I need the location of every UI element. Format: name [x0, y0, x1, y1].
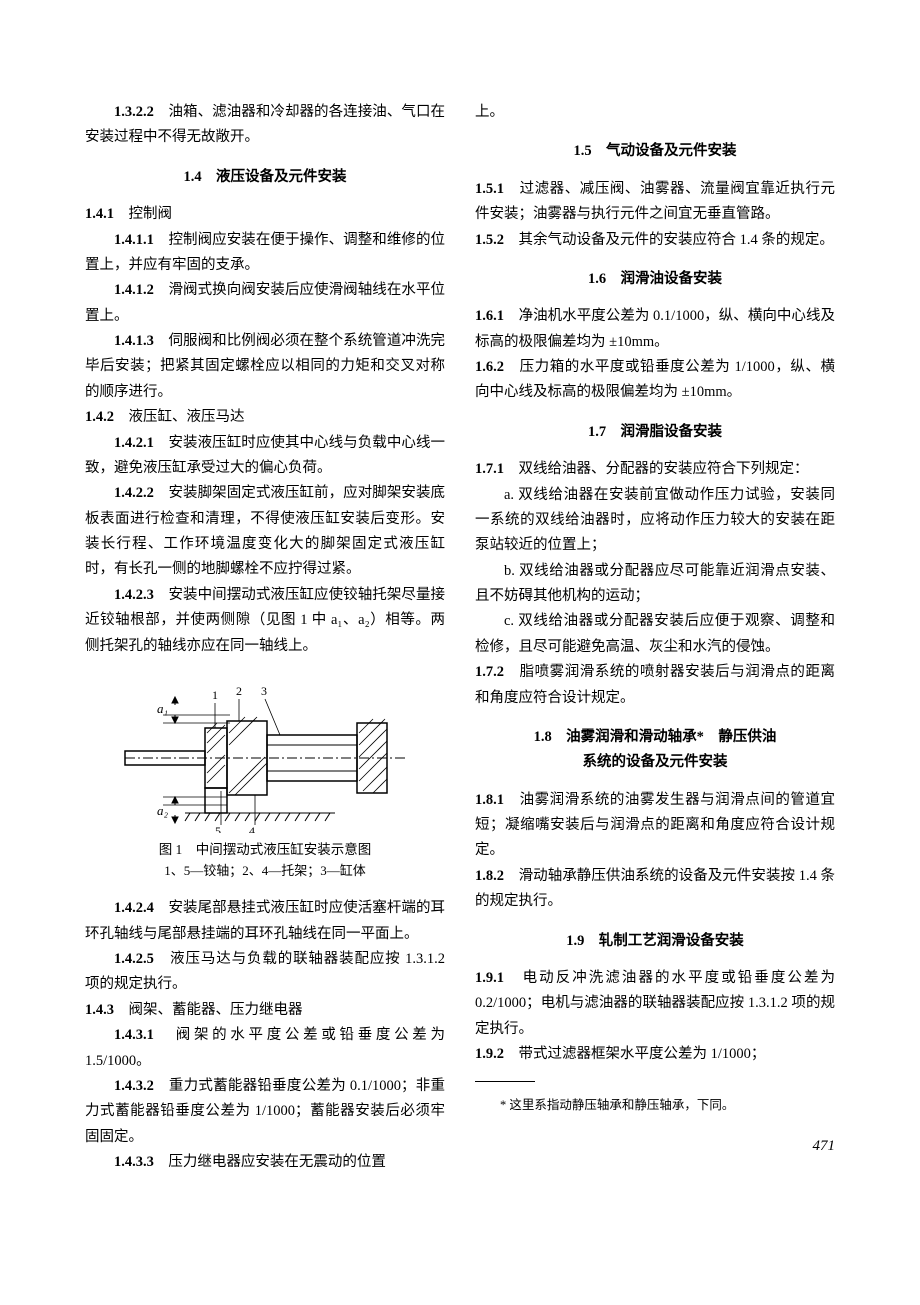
clause-num: 1.7.2: [475, 664, 504, 680]
clause-num: 1.9.1: [475, 970, 504, 986]
clause-1-4-1-2: 1.4.1.2 滑阀式换向阀安装后应使滑阀轴线在水平位置上。: [85, 278, 445, 329]
clause-1-4-1-3: 1.4.1.3 伺服阀和比例阀必须在整个系统管道冲洗完毕后安装；把紧其固定螺栓应…: [85, 329, 445, 405]
clause-1-8-1: 1.8.1 油雾润滑系统的油雾发生器与润滑点间的管道宜短；凝缩嘴安装后与润滑点的…: [475, 788, 835, 864]
clause-text: 脂喷雾润滑系统的喷射器安装后与润滑点的距离和角度应符合设计规定。: [475, 664, 835, 705]
clause-1-7-1-a: a. 双线给油器在安装前宜做动作压力试验，安装同一系统的双线给油器时，应将动作压…: [475, 483, 835, 559]
clause-text: 过滤器、减压阀、油雾器、流量阀宜靠近执行元件安装；油雾器与执行元件之间宜无垂直管…: [475, 181, 835, 222]
clause-text: 压力箱的水平度或铅垂度公差为 1/1000，纵、横向中心线及标高的极限偏差均为 …: [475, 359, 835, 400]
clause-num: 1.4.2.1: [114, 435, 154, 451]
clause-text: 阀架、蓄能器、压力继电器: [129, 1002, 303, 1018]
figure-1-svg: a₁ a₂ 1 2 3 4 5: [115, 673, 415, 833]
clause-num: 1.4.3.3: [114, 1154, 154, 1170]
section-1-5-title: 1.5 气动设备及元件安装: [475, 139, 835, 164]
clause-1-4-3-3-cont: 上。: [475, 100, 835, 125]
fig-label-4: 4: [249, 824, 255, 833]
clause-num: 1.4.1.3: [114, 333, 154, 349]
left-column: 1.3.2.2 油箱、滤油器和冷却器的各连接油、气口在安装过程中不得无故敞开。 …: [85, 100, 445, 1175]
figure-caption-sub: 1、5—铰轴；2、4—托架；3—缸体: [164, 863, 366, 878]
footnote-text: * 这里系指动静压轴承和静压轴承，下同。: [475, 1095, 835, 1117]
figure-1: a₁ a₂ 1 2 3 4 5 图 1 中间摆动式液压缸安装示意图 1、5—铰轴…: [85, 673, 445, 882]
clause-text: 带式过滤器框架水平度公差为 1/1000；: [519, 1046, 766, 1062]
right-column: 上。 1.5 气动设备及元件安装 1.5.1 过滤器、减压阀、油雾器、流量阀宜靠…: [475, 100, 835, 1175]
clause-num: 1.8.1: [475, 792, 504, 808]
clause-num: 1.4.1.2: [114, 282, 154, 298]
clause-1-4-1: 1.4.1 控制阀: [85, 202, 445, 227]
clause-1-4-3-2: 1.4.3.2 重力式蓄能器铅垂度公差为 0.1/1000；非重力式蓄能器铅垂度…: [85, 1074, 445, 1150]
clause-1-7-2: 1.7.2 脂喷雾润滑系统的喷射器安装后与润滑点的距离和角度应符合设计规定。: [475, 660, 835, 711]
clause-1-4-2-5: 1.4.2.5 液压马达与负载的联轴器装配应按 1.3.1.2 项的规定执行。: [85, 947, 445, 998]
clause-text: 净油机水平度公差为 0.1/1000，纵、横向中心线及标高的极限偏差均为 ±10…: [475, 308, 835, 349]
page-content: 1.3.2.2 油箱、滤油器和冷却器的各连接油、气口在安装过程中不得无故敞开。 …: [0, 0, 920, 1225]
section-1-8-title-line1: 1.8 油雾润滑和滑动轴承* 静压供油: [475, 725, 835, 750]
section-1-8-title-line2: 系统的设备及元件安装: [475, 750, 835, 775]
clause-text: 压力继电器应安装在无震动的位置: [168, 1154, 386, 1170]
clause-num: 1.5.2: [475, 232, 504, 248]
section-1-7-title: 1.7 润滑脂设备安装: [475, 420, 835, 445]
clause-1-4-3-1: 1.4.3.1 阀架的水平度公差或铅垂度公差为 1.5/1000。: [85, 1023, 445, 1074]
figure-1-caption: 图 1 中间摆动式液压缸安装示意图 1、5—铰轴；2、4—托架；3—缸体: [85, 839, 445, 882]
fig-label-5: 5: [215, 824, 221, 833]
clause-num: 1.4.1.1: [114, 232, 154, 248]
clause-1-7-1-c: c. 双线给油器或分配器安装后应便于观察、调整和检修，且尽可能避免高温、灰尘和水…: [475, 609, 835, 660]
clause-1-3-2-2: 1.3.2.2 油箱、滤油器和冷却器的各连接油、气口在安装过程中不得无故敞开。: [85, 100, 445, 151]
fig-label-1: 1: [212, 688, 218, 702]
clause-text: 油雾润滑系统的油雾发生器与润滑点间的管道宜短；凝缩嘴安装后与润滑点的距离和角度应…: [475, 792, 835, 859]
clause-1-4-3-3: 1.4.3.3 压力继电器应安装在无震动的位置: [85, 1150, 445, 1175]
clause-text: 控制阀: [129, 206, 173, 222]
clause-1-9-1: 1.9.1 电动反冲洗滤油器的水平度或铅垂度公差为 0.2/1000；电机与滤油…: [475, 966, 835, 1042]
clause-num: 1.4.2.2: [114, 485, 154, 501]
clause-1-8-2: 1.8.2 滑动轴承静压供油系统的设备及元件安装按 1.4 条的规定执行。: [475, 864, 835, 915]
clause-num: 1.7.1: [475, 461, 504, 477]
clause-1-7-1: 1.7.1 双线给油器、分配器的安装应符合下列规定：: [475, 457, 835, 482]
clause-1-4-2-1: 1.4.2.1 安装液压缸时应使其中心线与负载中心线一致，避免液压缸承受过大的偏…: [85, 431, 445, 482]
clause-num: 1.4.3.2: [114, 1078, 154, 1094]
clause-1-4-3: 1.4.3 阀架、蓄能器、压力继电器: [85, 998, 445, 1023]
clause-num: 1.3.2.2: [114, 104, 154, 120]
clause-1-5-2: 1.5.2 其余气动设备及元件的安装应符合 1.4 条的规定。: [475, 228, 835, 253]
clause-1-7-1-b: b. 双线给油器或分配器应尽可能靠近润滑点安装、且不妨碍其他机构的运动；: [475, 559, 835, 610]
clause-num: 1.4.2.5: [114, 951, 154, 967]
clause-num: 1.4.3.1: [114, 1027, 154, 1043]
clause-1-4-2-2: 1.4.2.2 安装脚架固定式液压缸前，应对脚架安装底板表面进行检查和清理，不得…: [85, 481, 445, 583]
clause-num: 1.4.2.4: [114, 900, 154, 916]
fig-label-a2: a₂: [157, 803, 169, 818]
clause-text: 电动反冲洗滤油器的水平度或铅垂度公差为 0.2/1000；电机与滤油器的联轴器装…: [475, 970, 835, 1037]
clause-1-9-2: 1.9.2 带式过滤器框架水平度公差为 1/1000；: [475, 1042, 835, 1067]
fig-label-2: 2: [236, 684, 242, 698]
clause-1-6-1: 1.6.1 净油机水平度公差为 0.1/1000，纵、横向中心线及标高的极限偏差…: [475, 304, 835, 355]
clause-1-4-2-3: 1.4.2.3 安装中间摆动式液压缸应使铰轴托架尽量接近铰轴根部，并使两侧隙（见…: [85, 583, 445, 659]
clause-text: 液压缸、液压马达: [129, 409, 245, 425]
clause-1-6-2: 1.6.2 压力箱的水平度或铅垂度公差为 1/1000，纵、横向中心线及标高的极…: [475, 355, 835, 406]
clause-1-4-1-1: 1.4.1.1 控制阀应安装在便于操作、调整和维修的位置上，并应有牢固的支承。: [85, 228, 445, 279]
section-1-4-title: 1.4 液压设备及元件安装: [85, 165, 445, 190]
clause-1-4-2-4: 1.4.2.4 安装尾部悬挂式液压缸时应使活塞杆端的耳环孔轴线与尾部悬挂端的耳环…: [85, 896, 445, 947]
clause-num: 1.6.2: [475, 359, 504, 375]
clause-num: 1.9.2: [475, 1046, 504, 1062]
clause-text: 双线给油器、分配器的安装应符合下列规定：: [519, 461, 809, 477]
clause-num: 1.4.2.3: [114, 587, 154, 603]
clause-1-5-1: 1.5.1 过滤器、减压阀、油雾器、流量阀宜靠近执行元件安装；油雾器与执行元件之…: [475, 177, 835, 228]
clause-num: 1.4.3: [85, 1002, 114, 1018]
footnote-rule: [475, 1081, 535, 1082]
clause-num: 1.8.2: [475, 868, 504, 884]
clause-num: 1.6.1: [475, 308, 504, 324]
clause-text: 其余气动设备及元件的安装应符合 1.4 条的规定。: [519, 232, 834, 248]
clause-num: 1.4.2: [85, 409, 114, 425]
section-1-9-title: 1.9 轧制工艺润滑设备安装: [475, 929, 835, 954]
section-1-6-title: 1.6 润滑油设备安装: [475, 267, 835, 292]
clause-num: 1.4.1: [85, 206, 114, 222]
clause-1-4-2: 1.4.2 液压缸、液压马达: [85, 405, 445, 430]
fig-label-a1: a₁: [157, 701, 168, 716]
fig-label-3: 3: [261, 684, 267, 698]
clause-text: 滑动轴承静压供油系统的设备及元件安装按 1.4 条的规定执行。: [475, 868, 835, 909]
page-number: 471: [475, 1133, 835, 1159]
clause-num: 1.5.1: [475, 181, 504, 197]
figure-caption-main: 图 1 中间摆动式液压缸安装示意图: [159, 842, 372, 857]
